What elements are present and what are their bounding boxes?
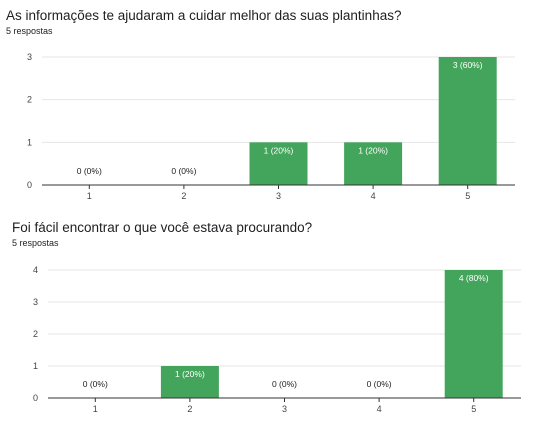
data-label: 0 (0%) [83,379,108,389]
bar [249,142,308,185]
x-tick-label: 5 [465,191,470,201]
y-tick-label: 2 [33,329,38,339]
x-tick-label: 3 [276,191,281,201]
data-label: 3 (60%) [453,60,483,70]
question-title: As informações te ajudaram a cuidar melh… [6,8,402,23]
y-tick-label: 3 [27,52,32,62]
data-label: 4 (80%) [459,273,489,283]
y-tick-label: 4 [33,265,38,275]
bar-chart: 0 1 2 3 4 0 (0%) 1 1 (20%) 2 0 (0%) 3 0 (0%) 4 4 (80%… [33,265,521,414]
data-label: 1 (20%) [264,145,294,155]
y-tick-label: 0 [27,180,32,190]
bar [160,366,219,398]
data-label: 1 (20%) [175,369,205,379]
y-tick-label: 1 [27,137,32,147]
question-block-1: As informações te ajudaram a cuidar melh… [6,8,515,201]
x-tick-label: 4 [371,191,376,201]
y-tick-label: 3 [33,297,38,307]
x-tick-label: 2 [181,191,186,201]
response-count: 5 respostas [6,26,53,36]
y-tick-label: 0 [33,393,38,403]
x-tick-label: 3 [282,404,287,414]
bar-chart: 0 1 2 3 0 (0%) 1 0 (0%) 2 1 (20%) 3 1 (20%) 4 3 (60%… [27,52,515,201]
data-label: 0 (0%) [367,379,392,389]
x-tick-label: 1 [93,404,98,414]
data-label: 0 (0%) [77,166,102,176]
x-tick-label: 2 [187,404,192,414]
bar [444,270,503,398]
bar [344,142,403,185]
y-tick-label: 2 [27,95,32,105]
question-block-2: Foi fácil encontrar o que você estava pr… [0,212,544,424]
data-label: 1 (20%) [358,145,388,155]
x-tick-label: 1 [87,191,92,201]
response-count: 5 respostas [12,238,59,248]
bar [438,57,497,185]
x-tick-label: 4 [377,404,382,414]
data-label: 0 (0%) [171,166,196,176]
x-tick-label: 5 [471,404,476,414]
data-label: 0 (0%) [272,379,297,389]
y-tick-label: 1 [33,361,38,371]
question-title: Foi fácil encontrar o que você estava pr… [12,220,313,235]
